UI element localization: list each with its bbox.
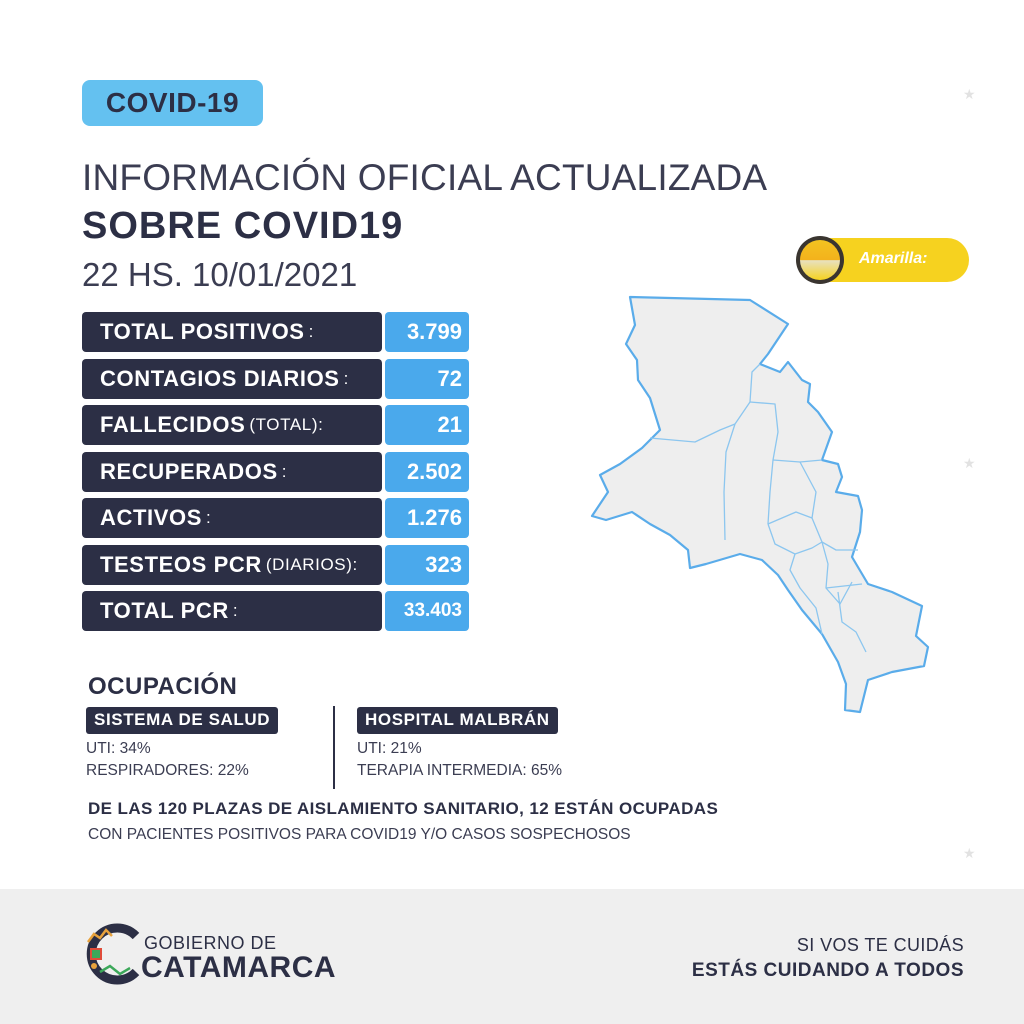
stat-value: 72 xyxy=(385,358,469,399)
stat-label: TOTAL POSITIVOS: xyxy=(82,312,382,352)
occupancy-tag: HOSPITAL MALBRÁN xyxy=(357,707,558,734)
report-datetime: 22 HS. 10/01/2021 xyxy=(82,256,358,293)
footer-bar xyxy=(0,889,1024,1024)
catamarca-c-logo xyxy=(86,923,140,985)
slogan-line-2: ESTÁS CUIDANDO A TODOS xyxy=(691,960,964,981)
title-line-1: INFORMACIÓN OFICIAL ACTUALIZADA xyxy=(82,157,768,198)
stat-label: RECUPERADOS: xyxy=(82,451,382,492)
sun-half-icon xyxy=(796,236,844,284)
slogan-line-1: SI VOS TE CUIDÁS xyxy=(796,935,964,955)
stat-row-total-positivos: TOTAL POSITIVOS: 3.799 xyxy=(82,312,472,352)
occupancy-line: UTI: 21% xyxy=(357,740,422,757)
stat-label: CONTAGIOS DIARIOS: xyxy=(82,358,382,399)
stat-label: TOTAL PCR: xyxy=(82,591,382,631)
stat-value: 2.502 xyxy=(385,451,469,492)
isolation-beds-summary: DE LAS 120 PLAZAS DE AISLAMIENTO SANITAR… xyxy=(88,799,719,818)
province-name: CATAMARCA xyxy=(141,951,337,984)
stat-value: 323 xyxy=(385,544,469,585)
occupancy-line: RESPIRADORES: 22% xyxy=(86,762,249,779)
stat-row-fallecidos: FALLECIDOS (TOTAL): 21 xyxy=(82,405,472,445)
alert-level-pill: Amarilla: xyxy=(796,236,969,284)
occupancy-divider xyxy=(333,706,335,789)
stat-label: FALLECIDOS (TOTAL): xyxy=(82,405,382,445)
stat-label: TESTEOS PCR (DIARIOS): xyxy=(82,544,382,585)
catamarca-province-map xyxy=(590,295,930,714)
isolation-beds-detail: CON PACIENTES POSITIVOS PARA COVID19 Y/O… xyxy=(88,826,631,843)
stat-row-recuperados: RECUPERADOS: 2.502 xyxy=(82,451,472,492)
covid-badge: COVID-19 xyxy=(82,80,263,126)
occupancy-health-system: SISTEMA DE SALUD UTI: 34% RESPIRADORES: … xyxy=(86,707,279,780)
stat-label: ACTIVOS: xyxy=(82,498,382,538)
province-outline xyxy=(590,295,930,714)
stat-value: 3.799 xyxy=(385,312,469,352)
occupancy-tag: SISTEMA DE SALUD xyxy=(86,707,279,734)
star-icon: ★ xyxy=(963,455,976,471)
stat-row-contagios-diarios: CONTAGIOS DIARIOS: 72 xyxy=(82,358,472,399)
stat-row-total-pcr: TOTAL PCR: 33.403 xyxy=(82,591,472,631)
star-icon: ★ xyxy=(963,86,976,102)
stat-row-activos: ACTIVOS: 1.276 xyxy=(82,498,472,538)
stat-value: 1.276 xyxy=(385,498,469,538)
government-label: GOBIERNO DE xyxy=(144,933,277,953)
occupancy-heading: OCUPACIÓN xyxy=(88,673,238,700)
alert-level-label: Amarilla: xyxy=(859,250,928,267)
occupancy-hospital-malbran: HOSPITAL MALBRÁN UTI: 21% TERAPIA INTERM… xyxy=(357,707,562,780)
stat-value: 21 xyxy=(385,405,469,445)
occupancy-line: UTI: 34% xyxy=(86,740,151,757)
stat-value: 33.403 xyxy=(385,591,469,631)
title-line-2: SOBRE COVID19 xyxy=(82,205,404,247)
stat-row-testeos-pcr: TESTEOS PCR (DIARIOS): 323 xyxy=(82,544,472,585)
occupancy-line: TERAPIA INTERMEDIA: 65% xyxy=(357,762,562,779)
stats-table: TOTAL POSITIVOS: 3.799 CONTAGIOS DIARIOS… xyxy=(82,312,472,638)
star-icon: ★ xyxy=(963,845,976,861)
